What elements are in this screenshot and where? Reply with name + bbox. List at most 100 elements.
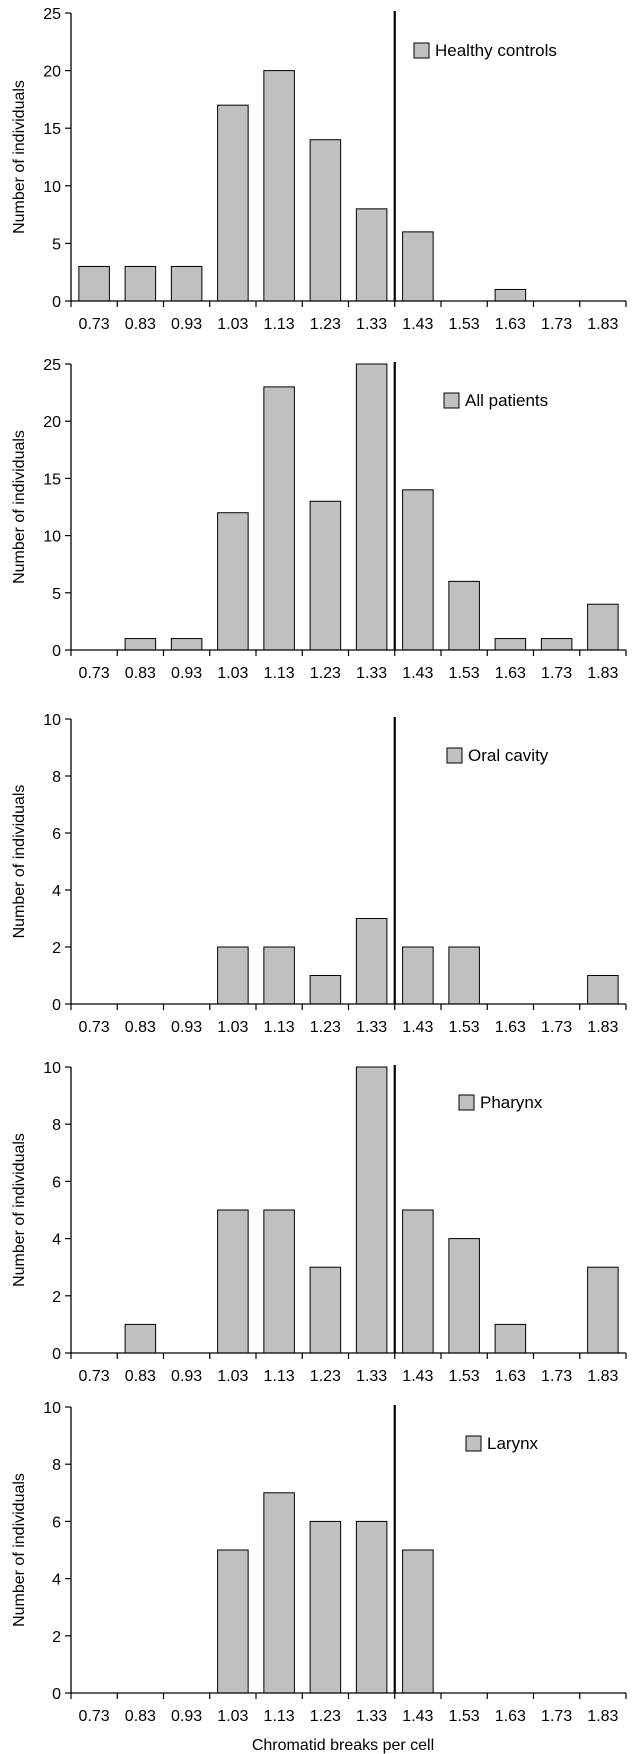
y-tick-label: 10	[43, 712, 61, 729]
y-tick-label: 2	[52, 1629, 61, 1646]
y-axis-title: Number of individuals	[11, 80, 28, 234]
legend-swatch	[458, 1094, 475, 1111]
x-tick-label: 0.73	[79, 1368, 110, 1385]
x-tick-label: 1.03	[217, 665, 248, 682]
bar-4-0.83	[124, 1323, 157, 1354]
x-tick-label: 1.03	[217, 316, 248, 333]
legend-swatch	[413, 42, 430, 59]
bar-3-1.23	[309, 975, 342, 1005]
x-tick-label: 1.73	[541, 1368, 572, 1385]
y-tick-label: 8	[52, 1117, 61, 1134]
bar-1-0.93	[170, 265, 203, 302]
x-tick-label: 1.63	[495, 316, 526, 333]
bar-5-1.13	[263, 1492, 295, 1694]
legend-label: All patients	[465, 391, 548, 410]
x-tick-label: 1.53	[449, 1368, 480, 1385]
chart-panel-4: 0 2 4 6 8 10 0.73 0.83 0.93 1.03 1.13 1.23 1.33 1.43 1…	[11, 1060, 627, 1385]
y-tick-label: 10	[43, 1400, 61, 1417]
x-tick-label: 1.03	[217, 1708, 248, 1725]
bar-5-1.03	[217, 1549, 249, 1694]
y-tick-label: 20	[43, 64, 61, 81]
x-tick-label: 1.33	[356, 1019, 387, 1036]
bar-4-1.33	[355, 1066, 388, 1354]
x-tick-label: 0.93	[171, 1019, 202, 1036]
y-tick-label: 4	[52, 1572, 61, 1589]
bar-1-1.13	[263, 70, 295, 302]
bar-2-1.33	[355, 363, 388, 651]
y-tick-label: 5	[52, 236, 61, 253]
x-axis-title: Chromatid breaks per cell	[252, 1737, 434, 1754]
bar-4-1.43	[402, 1209, 434, 1354]
x-tick-label: 1.13	[264, 1368, 295, 1385]
x-tick-label: 1.63	[495, 1708, 526, 1725]
y-tick-label: 0	[52, 997, 61, 1014]
x-tick-label: 1.73	[541, 665, 572, 682]
legend-label: Oral cavity	[468, 746, 549, 765]
x-tick-label: 1.53	[449, 665, 480, 682]
y-tick-label: 0	[52, 1686, 61, 1703]
legend-swatch	[446, 747, 463, 764]
y-tick-label: 10	[43, 179, 61, 196]
y-tick-label: 25	[43, 357, 61, 374]
bar-5-1.43	[402, 1549, 434, 1694]
x-tick-label: 1.53	[449, 1019, 480, 1036]
x-tick-label: 1.23	[310, 665, 341, 682]
x-tick-label: 0.83	[125, 1708, 156, 1725]
bar-3-1.03	[217, 946, 249, 1005]
y-tick-label: 0	[52, 294, 61, 311]
chart-panel-3: 0 2 4 6 8 10 0.73 0.83 0.93 1.03 1.13 1.23 1.33 1.43 1…	[11, 712, 627, 1036]
y-tick-label: 20	[43, 414, 61, 431]
x-tick-label: 0.93	[171, 665, 202, 682]
y-tick-label: 8	[52, 769, 61, 786]
y-tick-label: 0	[52, 1346, 61, 1363]
x-tick-label: 1.43	[402, 1368, 433, 1385]
legend-label: Larynx	[487, 1434, 539, 1453]
y-axis-title: Number of individuals	[11, 430, 28, 584]
legend-label: Healthy controls	[435, 41, 557, 60]
x-tick-label: 0.73	[79, 1019, 110, 1036]
bar-4-1.13	[263, 1209, 295, 1354]
y-tick-label: 6	[52, 826, 61, 843]
chart-panel-1: 0 5 10 15 20 25 0.73 0.83 0.93 1.03 1.13 1.23 1.33 1.…	[11, 6, 627, 333]
chart-panel-2: 0 5 10 15 20 25 0.73 0.83 0.93 1.03 1.13 1.23 1.33 1.…	[11, 357, 627, 682]
x-tick-label: 1.43	[402, 1019, 433, 1036]
x-tick-label: 0.93	[171, 316, 202, 333]
x-tick-label: 1.23	[310, 1708, 341, 1725]
x-tick-label: 0.83	[125, 316, 156, 333]
legend-swatch	[465, 1435, 482, 1452]
x-tick-label: 0.73	[79, 665, 110, 682]
bar-3-1.43	[402, 946, 434, 1005]
x-tick-label: 1.83	[587, 1708, 618, 1725]
bar-3-1.13	[263, 946, 295, 1005]
bar-4-1.23	[309, 1266, 342, 1354]
x-tick-label: 1.33	[356, 1368, 387, 1385]
x-tick-label: 1.83	[587, 1368, 618, 1385]
x-tick-label: 0.73	[79, 316, 110, 333]
legend-label: Pharynx	[480, 1093, 543, 1112]
x-tick-label: 1.63	[495, 1368, 526, 1385]
y-tick-label: 8	[52, 1457, 61, 1474]
y-axis-title: Number of individuals	[11, 1473, 28, 1627]
y-tick-label: 25	[43, 6, 61, 23]
x-tick-label: 1.43	[402, 665, 433, 682]
x-tick-label: 1.23	[310, 1019, 341, 1036]
bar-2-1.73	[540, 638, 573, 651]
x-tick-label: 0.93	[171, 1368, 202, 1385]
bar-4-1.53	[448, 1238, 480, 1354]
bar-1-1.63	[494, 288, 527, 302]
bar-4-1.03	[217, 1209, 249, 1354]
x-tick-label: 1.33	[356, 1708, 387, 1725]
bar-1-0.73	[78, 265, 110, 302]
x-tick-label: 1.83	[587, 665, 618, 682]
bar-3-1.33	[355, 918, 388, 1005]
bar-5-1.33	[355, 1520, 388, 1694]
x-tick-label: 1.33	[356, 316, 387, 333]
x-tick-label: 1.13	[264, 316, 295, 333]
bar-2-1.83	[587, 603, 619, 651]
bar-2-1.63	[494, 638, 527, 651]
x-tick-label: 1.33	[356, 665, 387, 682]
y-tick-label: 0	[52, 643, 61, 660]
x-tick-label: 1.73	[541, 316, 572, 333]
